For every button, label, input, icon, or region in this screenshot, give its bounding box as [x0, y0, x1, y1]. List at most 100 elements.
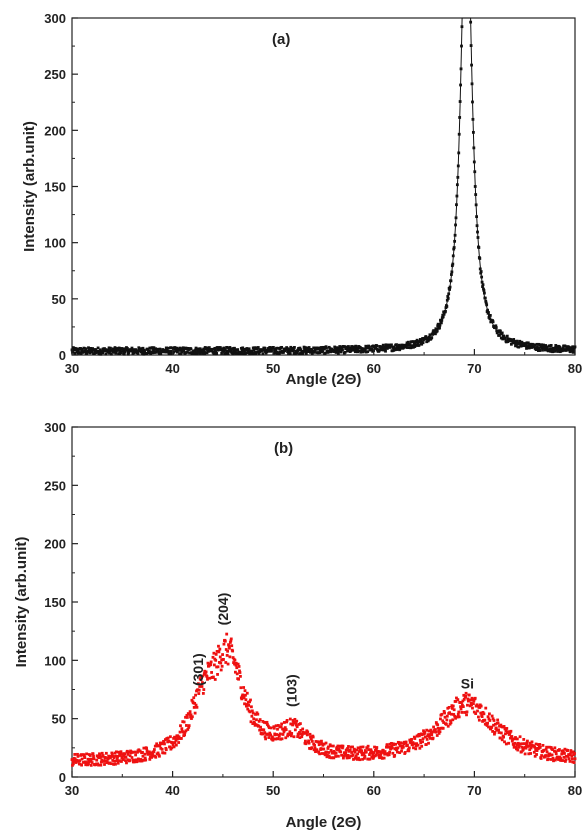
data-point	[319, 747, 323, 750]
data-point	[224, 661, 228, 664]
data-point	[111, 759, 115, 762]
data-point	[390, 741, 393, 745]
data-point	[209, 663, 213, 667]
data-point	[288, 730, 292, 734]
data-point	[551, 756, 555, 760]
data-point	[566, 754, 570, 758]
data-point	[126, 352, 130, 356]
data-point	[451, 704, 455, 708]
data-point	[513, 340, 517, 343]
data-point	[545, 345, 549, 349]
data-point	[97, 763, 100, 767]
data-point	[141, 750, 144, 754]
data-points-b	[70, 632, 577, 767]
data-point	[515, 339, 519, 343]
data-point	[216, 673, 219, 676]
data-point	[104, 751, 108, 755]
data-point	[318, 351, 322, 355]
data-point	[89, 763, 93, 767]
data-point	[505, 727, 509, 730]
data-point	[304, 739, 307, 743]
data-point	[316, 740, 320, 744]
data-point	[234, 661, 238, 665]
data-point	[131, 751, 134, 754]
data-point	[269, 733, 273, 737]
data-point	[430, 336, 434, 340]
data-point	[109, 762, 113, 766]
data-point	[262, 720, 266, 724]
data-point	[277, 724, 280, 727]
data-point	[135, 760, 139, 763]
data-point	[149, 352, 153, 355]
data-point	[144, 758, 148, 762]
data-point	[215, 649, 219, 653]
data-point	[294, 723, 298, 727]
data-point	[540, 343, 543, 347]
data-point	[392, 345, 396, 349]
data-point	[212, 663, 216, 667]
data-point	[394, 742, 397, 746]
data-point	[214, 350, 218, 354]
data-point	[425, 728, 429, 732]
data-point	[158, 754, 161, 758]
data-point	[72, 759, 76, 763]
data-point	[282, 730, 286, 734]
data-point	[180, 350, 184, 354]
data-point	[136, 350, 139, 354]
data-point	[420, 342, 424, 346]
data-point	[231, 352, 235, 356]
data-point	[434, 332, 437, 336]
data-point	[366, 350, 370, 354]
x-tick-label: 70	[467, 783, 481, 798]
data-point	[328, 756, 332, 759]
data-point	[244, 693, 247, 697]
data-point	[177, 735, 181, 739]
data-point	[226, 662, 230, 666]
data-point	[323, 753, 327, 757]
data-point	[283, 726, 287, 730]
data-point	[500, 738, 504, 742]
data-point	[269, 726, 273, 730]
data-point	[122, 754, 126, 757]
data-point	[106, 757, 110, 761]
data-point	[70, 758, 74, 761]
panel-label-a: (a)	[272, 31, 290, 48]
data-point	[88, 351, 92, 355]
data-point	[369, 751, 372, 755]
data-point	[267, 736, 271, 739]
data-point	[86, 757, 90, 761]
data-point	[471, 706, 474, 710]
data-point	[403, 751, 407, 754]
data-point	[296, 735, 300, 739]
data-point	[119, 751, 122, 755]
data-point	[313, 350, 316, 354]
data-point	[113, 759, 116, 763]
data-point	[213, 346, 217, 350]
y-tick-label: 50	[52, 292, 66, 307]
data-point	[149, 751, 153, 755]
data-point	[230, 644, 234, 648]
data-point	[466, 703, 469, 707]
data-point	[541, 348, 544, 352]
x-tick-label: 50	[266, 361, 280, 376]
data-point	[212, 651, 216, 655]
data-point	[306, 730, 310, 734]
data-point	[274, 724, 278, 728]
data-point	[409, 741, 413, 745]
data-point	[489, 727, 493, 731]
data-point	[520, 742, 524, 746]
data-point	[527, 752, 531, 756]
data-point	[82, 761, 85, 764]
data-point	[295, 725, 299, 729]
y-tick-label: 0	[59, 770, 66, 785]
data-point	[160, 350, 164, 354]
data-point	[311, 735, 315, 739]
data-point	[114, 754, 118, 758]
data-point	[198, 351, 202, 355]
data-point	[426, 734, 430, 738]
data-point	[126, 753, 130, 756]
data-point	[533, 754, 537, 758]
data-point	[410, 737, 414, 741]
data-point	[464, 691, 468, 695]
data-point	[314, 740, 318, 743]
